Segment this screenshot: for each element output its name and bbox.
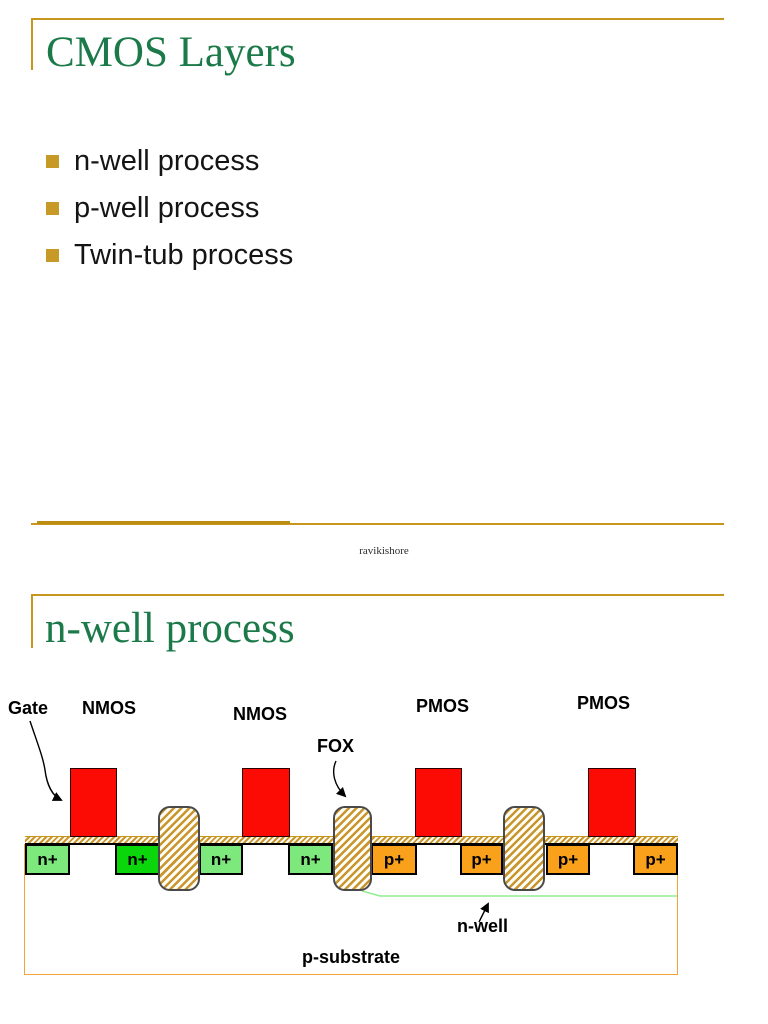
bullet-square-icon (46, 155, 59, 168)
nmos-label: NMOS (233, 704, 287, 724)
slide1-bottom-rule (31, 523, 724, 525)
slide1-title-left-rule (31, 18, 33, 70)
slide1-bullet-list: n-well process p-well process Twin-tub p… (46, 138, 293, 279)
slide2-title-left-rule (31, 594, 33, 648)
p-plus-region: p+ (633, 844, 678, 875)
pmos-gate-rect (588, 768, 636, 837)
slide2-top-rule (31, 594, 724, 596)
n-well-label: n-well (457, 916, 509, 936)
pmos-label: PMOS (577, 693, 631, 713)
nmos-label: NMOS (82, 698, 136, 718)
bullet-square-icon (46, 249, 59, 262)
n-plus-region: n+ (25, 844, 70, 875)
bullet-label: n-well process (74, 145, 260, 177)
list-item: Twin-tub process (46, 232, 293, 279)
fox-callout-arrow (333, 760, 347, 798)
fox-region (333, 806, 372, 891)
slide1-title: CMOS Layers (46, 29, 296, 76)
nmos-gate-rect (70, 768, 117, 837)
pmos-label: PMOS (416, 696, 470, 716)
n-plus-region: n+ (115, 844, 160, 875)
nmos-gate-rect (242, 768, 290, 837)
bullet-label: Twin-tub process (74, 239, 294, 271)
p-substrate-region (24, 844, 678, 975)
gate-label: Gate (8, 698, 49, 718)
list-item: n-well process (46, 138, 293, 185)
pmos-gate-rect (415, 768, 462, 837)
n-plus-region: n+ (199, 844, 243, 875)
bullet-label: p-well process (74, 192, 260, 224)
gate-callout-arrow (29, 720, 63, 801)
p-plus-region: p+ (460, 844, 503, 875)
fox-region (503, 806, 545, 891)
slide1-footer: ravikishore (359, 545, 409, 557)
p-plus-region: p+ (546, 844, 590, 875)
list-item: p-well process (46, 185, 293, 232)
fox-region (158, 806, 200, 891)
slide1-bottom-rule-left-segment (37, 521, 290, 524)
fox-label: FOX (317, 736, 355, 756)
bullet-square-icon (46, 202, 59, 215)
slide1-top-rule (31, 18, 724, 20)
n-plus-region: n+ (288, 844, 333, 875)
p-plus-region: p+ (371, 844, 417, 875)
p-substrate-label: p-substrate (301, 947, 400, 967)
slide2-title: n-well process (45, 605, 295, 652)
